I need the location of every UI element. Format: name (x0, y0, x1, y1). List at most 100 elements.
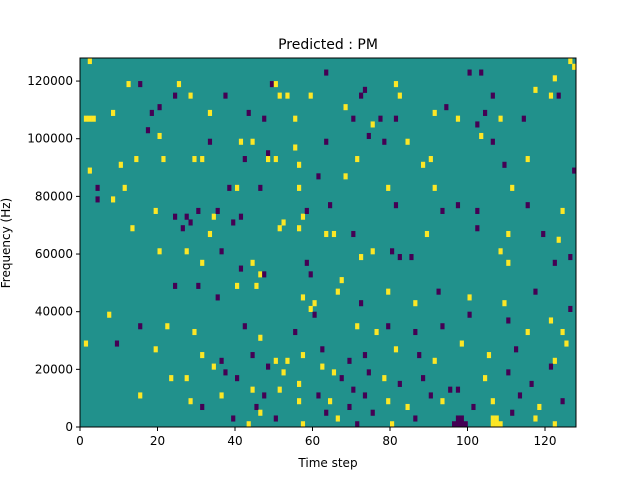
heatmap-cell (355, 323, 360, 330)
heatmap-cell (455, 421, 461, 428)
heatmap-cell (351, 386, 356, 393)
heatmap-cell (486, 352, 492, 359)
heatmap-cell (157, 132, 162, 140)
heatmap-cell (250, 386, 255, 393)
heatmap-cell (560, 328, 565, 336)
heatmap-cell (355, 156, 360, 163)
heatmap-cell (153, 346, 158, 353)
cells-layer (83, 58, 577, 428)
heatmap-cell (281, 219, 286, 226)
chart-title: Predicted : PM (278, 37, 378, 53)
heatmap-cell (347, 357, 352, 364)
heatmap-cell (246, 421, 251, 428)
heatmap-cell (145, 127, 151, 134)
y-tick-label: 120000 (27, 74, 73, 88)
heatmap-cell (428, 156, 433, 163)
heatmap-cell (529, 380, 534, 387)
heatmap-cell (343, 104, 348, 111)
heatmap-cell (316, 173, 321, 180)
heatmap-cell (386, 323, 391, 330)
heatmap-cell (490, 138, 495, 145)
heatmap-cell (432, 109, 437, 116)
heatmap-cell (254, 282, 259, 289)
heatmap-cell (359, 300, 364, 307)
heatmap-cell (293, 144, 298, 151)
heatmap-cell (238, 265, 244, 272)
heatmap-cell (219, 357, 224, 364)
heatmap-cell (362, 392, 368, 399)
heatmap-cell (483, 375, 488, 382)
heatmap-cell (351, 230, 356, 238)
heatmap-cell (149, 109, 154, 116)
axes-frame (79, 57, 577, 428)
heatmap-cell (250, 352, 255, 359)
heatmap-cell (207, 138, 213, 145)
heatmap-cell (138, 81, 143, 88)
heatmap-cell (568, 305, 573, 312)
heatmap-cell (459, 340, 464, 347)
heatmap-cell (277, 92, 282, 99)
heatmap-cell (219, 392, 224, 399)
heatmap-cell (118, 161, 123, 168)
heatmap-cell (173, 282, 178, 289)
heatmap-cell (448, 386, 453, 393)
heatmap-cell (215, 207, 220, 214)
heatmap-cell (87, 115, 92, 122)
heatmap-cell (111, 109, 116, 116)
heatmap-cell (107, 311, 112, 318)
heatmap-cell (173, 92, 178, 99)
heatmap-cell (87, 167, 92, 174)
heatmap-cell (200, 403, 205, 411)
heatmap-cell (273, 81, 278, 88)
heatmap-cell (300, 352, 306, 359)
heatmap-cell (258, 409, 263, 416)
heatmap-cell (386, 184, 391, 191)
y-tick-label: 20000 (35, 362, 73, 376)
heatmap-cell (324, 409, 329, 416)
heatmap-cell (184, 375, 189, 382)
heatmap-cell (440, 398, 445, 405)
heatmap-cell (568, 58, 573, 65)
heatmap-cell (293, 328, 298, 336)
heatmap-cell (533, 86, 538, 93)
heatmap-cell (331, 369, 337, 376)
heatmap-cell (552, 75, 557, 82)
heatmap-cell (413, 415, 418, 422)
heatmap-cell (95, 196, 100, 203)
heatmap-cell (494, 415, 499, 422)
heatmap-cell (370, 248, 375, 255)
heatmap-cell (111, 196, 116, 203)
heatmap-cell (188, 92, 193, 99)
heatmap-cell (370, 409, 375, 416)
heatmap-cell (285, 357, 290, 364)
heatmap-cell (304, 259, 309, 266)
heatmap-cell (277, 225, 282, 232)
heatmap-cell (277, 386, 282, 393)
heatmap-cell (184, 213, 189, 220)
heatmap-cell (83, 340, 89, 347)
heatmap-cell (475, 207, 480, 214)
heatmap-cell (223, 369, 228, 376)
heatmap-cell (138, 323, 143, 330)
heatmap-cell (335, 415, 340, 422)
heatmap-cell (502, 300, 507, 307)
heatmap-cell (192, 328, 197, 336)
heatmap-cell (510, 184, 515, 191)
heatmap-cell (548, 363, 554, 370)
heatmap-cell (355, 421, 360, 428)
x-tick-label: 100 (456, 434, 479, 448)
heatmap-cell (339, 277, 344, 284)
heatmap-cell (459, 415, 464, 422)
heatmap-cell (200, 259, 205, 266)
heatmap-cell (161, 156, 166, 163)
heatmap-cell (374, 328, 379, 336)
heatmap-cell (498, 115, 503, 122)
heatmap-cell (134, 156, 139, 163)
heatmap-cell (552, 357, 557, 364)
heatmap-cell (397, 254, 402, 261)
heatmap-cell (266, 150, 271, 157)
heatmap-cell (300, 421, 306, 428)
heatmap-cell (421, 161, 426, 168)
heatmap-cell (312, 311, 317, 318)
heatmap-background (80, 58, 576, 427)
